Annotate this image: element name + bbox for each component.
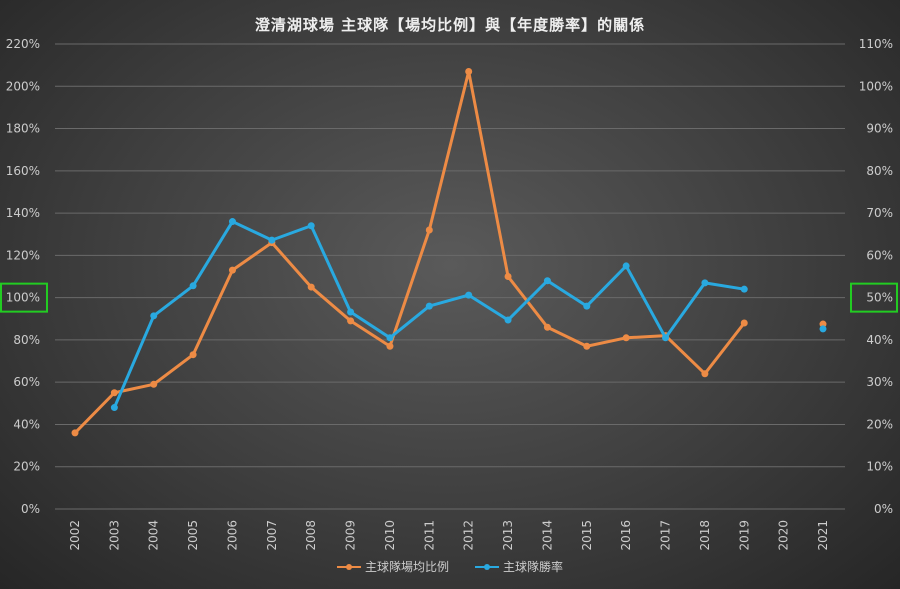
y-left-tick-label: 120% (6, 248, 40, 262)
legend-marker-ratio (336, 563, 361, 570)
series-line (73, 69, 746, 434)
y-left-tick-label: 0% (21, 502, 40, 516)
y-left-tick-label: 100% (6, 291, 40, 305)
data-point (307, 283, 315, 291)
highlight-box-right (850, 282, 898, 313)
y-left-tick-label: 220% (6, 37, 40, 51)
data-point (150, 380, 158, 388)
data-point (110, 389, 118, 397)
y-right-tick-label: 20% (866, 417, 893, 431)
x-tick-label: 2003 (107, 520, 121, 551)
x-tick-label: 2015 (580, 520, 594, 551)
data-point (701, 370, 709, 378)
x-tick-label: 2019 (737, 520, 751, 551)
y-left-tick-label: 200% (6, 79, 40, 93)
y-right-tick-label: 70% (866, 206, 893, 220)
series-line (112, 220, 745, 409)
y-right-tick-label: 40% (866, 333, 893, 347)
x-tick-label: 2002 (68, 520, 82, 551)
y-left-tick-label: 160% (6, 164, 40, 178)
x-tick-label: 2021 (816, 520, 830, 551)
data-point (386, 342, 394, 350)
x-tick-label: 2007 (265, 520, 279, 551)
x-tick-label: 2011 (422, 520, 436, 551)
legend-label-ratio: 主球隊場均比例 (364, 560, 449, 574)
x-tick-label: 2016 (619, 520, 633, 551)
y-right-tick-label: 80% (866, 164, 893, 178)
data-point (583, 342, 591, 350)
data-point (425, 226, 433, 234)
y-left-tick-label: 40% (13, 417, 40, 431)
data-point (110, 404, 118, 412)
y-left-tick-label: 180% (6, 122, 40, 136)
data-point (543, 277, 551, 285)
data-point (347, 317, 355, 325)
data-point (622, 262, 630, 270)
y-right-tick-label: 30% (866, 375, 893, 389)
legend: 主球隊場均比例 主球隊勝率 (0, 558, 900, 575)
x-tick-label: 2018 (698, 520, 712, 551)
data-point (268, 236, 276, 244)
data-point (504, 316, 512, 324)
data-point (740, 285, 748, 293)
data-point (819, 320, 827, 328)
data-point (189, 282, 197, 290)
y-left-tick-label: 20% (13, 460, 40, 474)
legend-label-winrate: 主球隊勝率 (503, 560, 564, 574)
y-right-tick-label: 90% (866, 122, 893, 136)
data-point (228, 266, 236, 274)
x-tick-label: 2005 (186, 520, 200, 551)
y-right-tick-label: 100% (859, 79, 893, 93)
y-left-tick-label: 60% (13, 375, 40, 389)
data-point (543, 323, 551, 331)
y-right-tick-label: 110% (859, 37, 893, 51)
data-point (71, 429, 79, 437)
y-left-tick-label: 140% (6, 206, 40, 220)
x-tick-label: 2020 (777, 520, 791, 551)
x-tick-label: 2009 (344, 520, 358, 551)
y-right-tick-label: 10% (866, 460, 893, 474)
data-point (465, 67, 473, 75)
x-tick-label: 2017 (659, 520, 673, 551)
x-tick-label: 2006 (225, 520, 239, 551)
data-point (189, 351, 197, 359)
legend-item-ratio: 主球隊場均比例 (336, 558, 449, 575)
y-right-tick-label: 60% (866, 248, 893, 262)
data-point (701, 279, 709, 287)
x-tick-label: 2012 (462, 520, 476, 551)
data-point (150, 312, 158, 320)
data-point (622, 334, 630, 342)
x-tick-label: 2004 (147, 520, 161, 551)
x-tick-label: 2014 (540, 520, 554, 551)
highlight-box-left (0, 282, 48, 313)
data-point (740, 319, 748, 327)
x-tick-label: 2010 (383, 520, 397, 551)
data-point (819, 325, 827, 333)
x-tick-label: 2008 (304, 520, 318, 551)
data-point (347, 308, 355, 316)
x-tick-label: 2013 (501, 520, 515, 551)
data-point (662, 334, 670, 342)
y-right-tick-label: 0% (874, 502, 893, 516)
y-left-tick-label: 80% (13, 333, 40, 347)
data-point (583, 302, 591, 310)
data-point (465, 291, 473, 299)
data-point (228, 218, 236, 226)
chart-title: 澄清湖球場 主球隊【場均比例】與【年度勝率】的關係 (254, 16, 646, 34)
y-right-tick-label: 50% (866, 291, 893, 305)
legend-marker-winrate (475, 563, 499, 570)
data-point (307, 222, 315, 230)
data-point (504, 273, 512, 280)
data-point (425, 302, 433, 310)
data-point (386, 334, 394, 342)
legend-item-winrate: 主球隊勝率 (475, 558, 563, 575)
